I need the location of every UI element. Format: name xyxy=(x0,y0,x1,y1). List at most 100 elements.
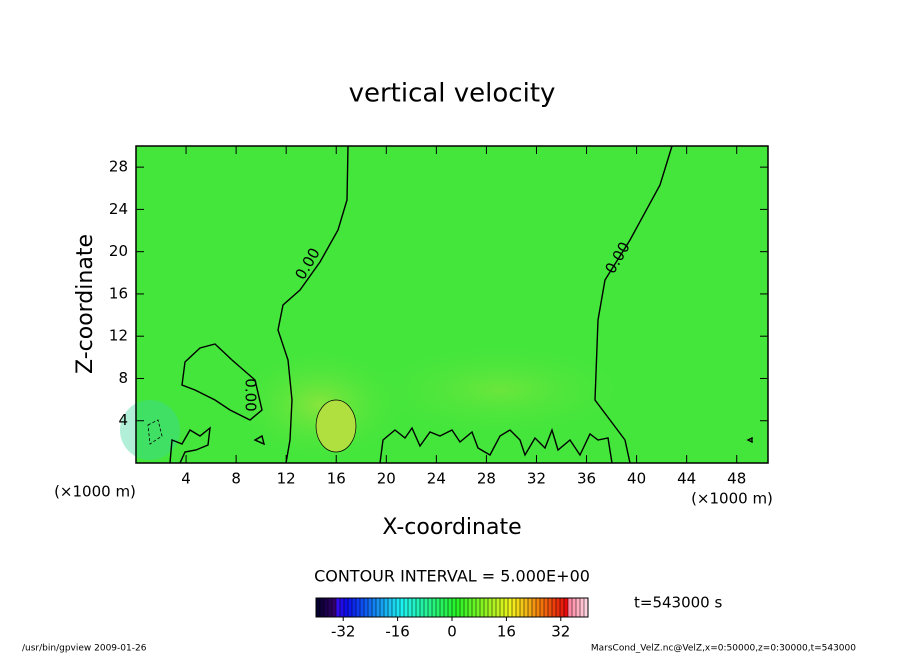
x-tick-label: 4 xyxy=(181,470,191,488)
footer-left: /usr/bin/gpview 2009-01-26 xyxy=(22,644,147,654)
contour-interval: CONTOUR INTERVAL = 5.000E+00 xyxy=(314,567,590,586)
colorbar-stripe xyxy=(440,598,445,617)
colorbar-stripe xyxy=(488,598,493,617)
colorbar-stripe xyxy=(584,598,589,617)
colorbar-stripe xyxy=(432,598,437,617)
y-tick-label: 24 xyxy=(109,200,128,218)
contour-line xyxy=(169,426,211,464)
x-tick-label: 24 xyxy=(427,470,446,488)
colorbar-stripe xyxy=(408,598,413,617)
colorbar-stripe xyxy=(532,598,537,617)
colorbar-stripe xyxy=(480,598,485,617)
x-tick-label: 40 xyxy=(627,470,646,488)
colorbar-stripe xyxy=(572,598,577,617)
y-tick-label: 28 xyxy=(109,158,128,176)
colorbar-stripe xyxy=(416,598,421,617)
colorbar-stripe xyxy=(376,598,381,617)
colorbar-stripe xyxy=(516,598,521,617)
colorbar-stripe xyxy=(580,598,585,617)
colorbar-tick-label: 16 xyxy=(497,623,516,641)
colorbar-stripe xyxy=(340,598,345,617)
colorbar-stripe xyxy=(548,598,553,617)
y-axis-title: Z-coordinate xyxy=(73,234,98,374)
colorbar-stripe xyxy=(444,598,449,617)
colorbar-stripe xyxy=(504,598,509,617)
colorbar-stripe xyxy=(484,598,489,617)
colorbar-stripe xyxy=(324,598,329,617)
colorbar-stripe xyxy=(508,598,513,617)
colorbar-stripe xyxy=(352,598,357,617)
colorbar-stripe xyxy=(388,598,393,617)
x-tick-label: 28 xyxy=(477,470,496,488)
x-tick-label: 44 xyxy=(677,470,696,488)
colorbar-stripe xyxy=(576,598,581,617)
contour-line xyxy=(594,145,673,464)
x-tick-label: 48 xyxy=(727,470,746,488)
colorbar-stripe xyxy=(436,598,441,617)
x-unit: (×1000 m) xyxy=(691,490,773,508)
contour-line xyxy=(746,436,753,444)
colorbar-stripe xyxy=(344,598,349,617)
colorbar-stripe xyxy=(320,598,325,617)
colorbar-stripe xyxy=(360,598,365,617)
colorbar-stripe xyxy=(528,598,533,617)
colorbar-tick-label: -32 xyxy=(331,623,356,641)
colorbar-stripe xyxy=(564,598,569,617)
colorbar-stripe xyxy=(368,598,373,617)
colorbar-stripe xyxy=(420,598,425,617)
contour-line xyxy=(181,343,263,421)
chart-title: vertical velocity xyxy=(349,79,556,109)
colorbar-stripe xyxy=(452,598,457,617)
colorbar-tick-label: 0 xyxy=(447,623,457,641)
colorbar-stripe xyxy=(496,598,501,617)
x-tick-label: 32 xyxy=(527,470,546,488)
colorbar-stripe xyxy=(428,598,433,617)
colorbar-stripe xyxy=(472,598,477,617)
colorbar-stripe xyxy=(412,598,417,617)
colorbar-stripe xyxy=(536,598,541,617)
footer-right: MarsCond_VelZ.nc@VelZ,x=0:50000,z=0:3000… xyxy=(591,644,856,654)
colorbar-stripe xyxy=(356,598,361,617)
colorbar-stripe xyxy=(524,598,529,617)
colorbar-stripe xyxy=(568,598,573,617)
colorbar-stripe xyxy=(456,598,461,617)
colorbar-stripe xyxy=(380,598,385,617)
y-tick-label: 12 xyxy=(109,327,128,345)
y-unit: (×1000 m) xyxy=(54,483,136,501)
colorbar-stripe xyxy=(520,598,525,617)
colorbar-stripe xyxy=(316,598,321,617)
contour-line xyxy=(315,399,357,453)
colorbar-stripe xyxy=(448,598,453,617)
colorbar-stripe xyxy=(560,598,565,617)
y-tick-label: 16 xyxy=(109,284,128,302)
colorbar-stripe xyxy=(348,598,353,617)
colorbar: -32 -16 0 16 32 xyxy=(315,597,589,641)
colorbar-stripe xyxy=(396,598,401,617)
colorbar-stripe xyxy=(540,598,545,617)
colorbar-stripe xyxy=(424,598,429,617)
colorbar-stripe xyxy=(500,598,505,617)
colorbar-stripe xyxy=(468,598,473,617)
colorbar-stripe xyxy=(328,598,333,617)
time-label: t=543000 s xyxy=(634,594,722,612)
contour-label: 0.00 xyxy=(242,378,260,411)
colorbar-stripe xyxy=(464,598,469,617)
colorbar-stripe xyxy=(556,598,561,617)
colorbar-stripe xyxy=(552,598,557,617)
y-tick-label: 20 xyxy=(109,242,128,260)
x-tick-label: 20 xyxy=(377,470,396,488)
x-tick-label: 16 xyxy=(327,470,346,488)
contour-line xyxy=(147,419,163,445)
y-tick-label: 8 xyxy=(118,369,128,387)
x-tick-label: 36 xyxy=(577,470,596,488)
colorbar-stripe xyxy=(392,598,397,617)
colorbar-stripe xyxy=(460,598,465,617)
x-tick-label: 12 xyxy=(277,470,296,488)
field-shade xyxy=(360,340,640,440)
colorbar-stripe xyxy=(364,598,369,617)
contour-line xyxy=(253,434,266,446)
colorbar-stripe xyxy=(512,598,517,617)
plot-frame xyxy=(135,145,769,464)
colorbar-stripe xyxy=(400,598,405,617)
